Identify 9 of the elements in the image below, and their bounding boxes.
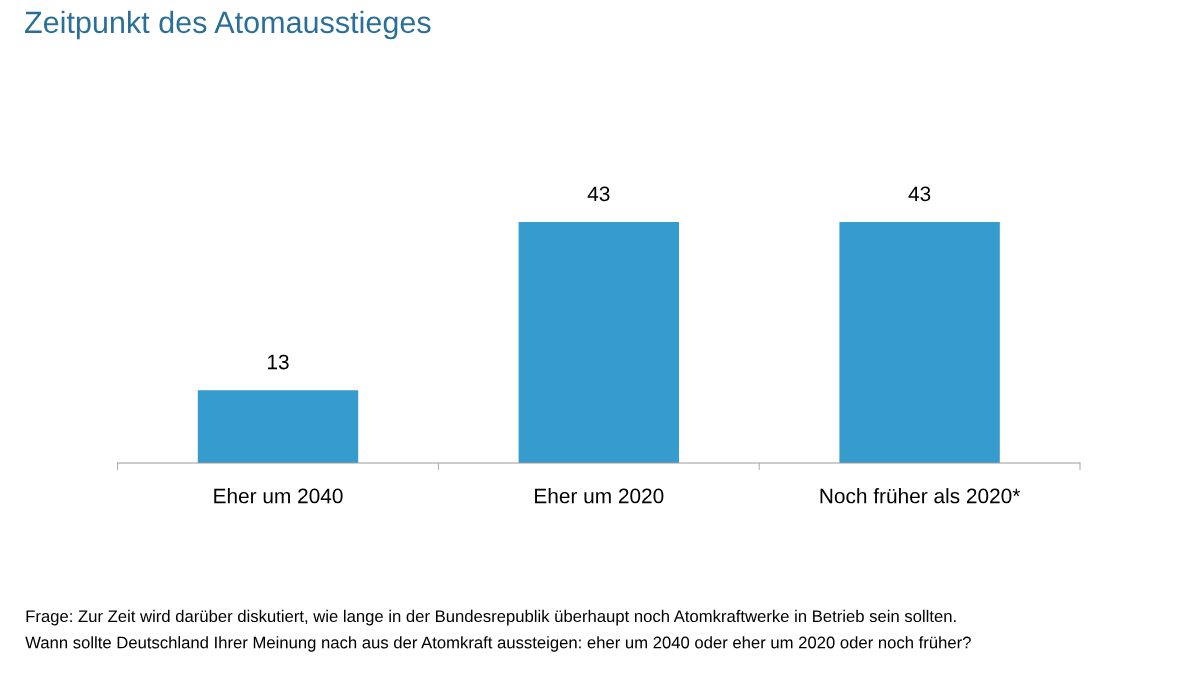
- data-label: 13: [268, 354, 289, 370]
- chart-title: Zeitpunkt des Atomausstieges: [24, 10, 431, 40]
- x-tick-label: Noch früher als 2020*: [820, 488, 1021, 504]
- x-tick-label: Eher um 2020: [535, 488, 664, 504]
- data-label: 43: [908, 186, 931, 202]
- text: Wann sollte Deutschland Ihrer Meinung nach aus der Atomkraft aussteigen: eher um 2040 oder eher um 2020 oder noch früher?: [25, 636, 971, 652]
- text: Frage: Zur Zeit wird darüber diskutiert, wie lange in der Bundesrepublik überhaupt noch Atomkraftwerke in Betrieb sein sollten.: [26, 609, 956, 626]
- x-tick-label: Eher um 2040: [214, 488, 343, 504]
- data-label: 43: [587, 186, 610, 202]
